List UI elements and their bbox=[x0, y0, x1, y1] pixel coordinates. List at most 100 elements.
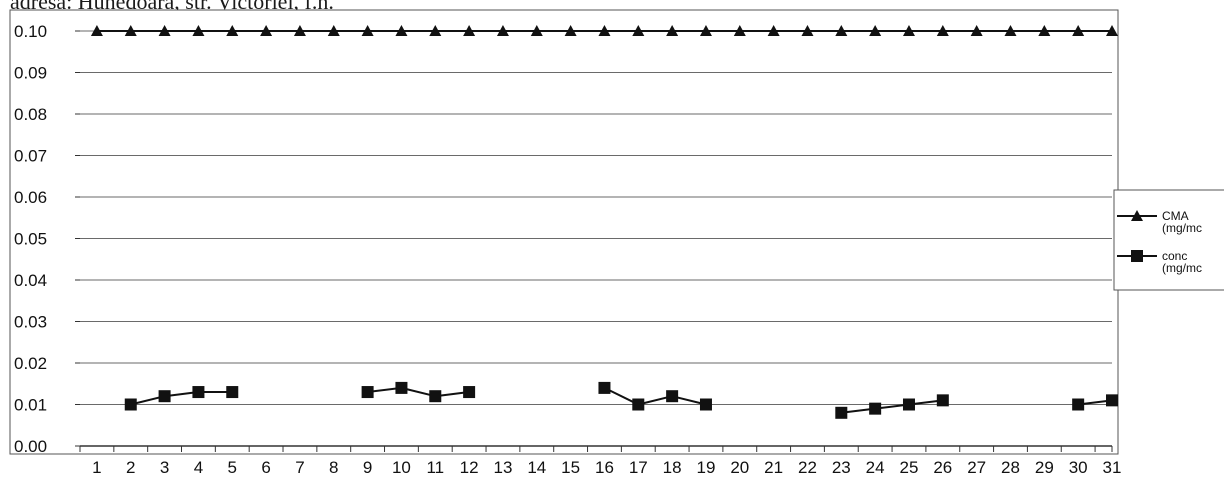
conc-point bbox=[632, 398, 645, 411]
x-tick-label: 25 bbox=[900, 458, 919, 477]
conc-point bbox=[226, 386, 239, 399]
cma-point bbox=[124, 25, 137, 36]
y-tick-label: 0.00 bbox=[14, 437, 47, 456]
conc-point bbox=[902, 398, 915, 411]
cma-point bbox=[1072, 25, 1085, 36]
x-tick-label: 9 bbox=[363, 458, 372, 477]
cma-point bbox=[530, 25, 543, 36]
conc-point bbox=[936, 394, 949, 407]
plot-area bbox=[9, 9, 1119, 455]
x-tick-label: 20 bbox=[730, 458, 749, 477]
cma-point bbox=[936, 25, 949, 36]
x-tick-label: 26 bbox=[933, 458, 952, 477]
x-tick-label: 5 bbox=[228, 458, 237, 477]
y-tick-label: 0.03 bbox=[14, 313, 47, 332]
y-axis: 0.00 0.01 0.02 0.03 0.04 0.05 0.06 0.07 0.08 0.09… bbox=[14, 22, 80, 456]
cma-point bbox=[260, 25, 273, 36]
cma-point bbox=[869, 25, 882, 36]
legend-cma-label: (mg/mc bbox=[1162, 221, 1202, 235]
cma-point bbox=[699, 25, 712, 36]
cma-point bbox=[158, 25, 171, 36]
cma-point bbox=[90, 25, 103, 36]
conc-point bbox=[192, 386, 205, 399]
x-tick-label: 7 bbox=[295, 458, 304, 477]
conc-point bbox=[124, 398, 137, 411]
x-tick-label: 28 bbox=[1001, 458, 1020, 477]
x-tick-label: 16 bbox=[595, 458, 614, 477]
x-tick-label: 11 bbox=[426, 458, 444, 477]
x-tick-label: 10 bbox=[392, 458, 411, 477]
x-tick-label: 14 bbox=[527, 458, 546, 477]
y-tick-label: 0.05 bbox=[14, 230, 47, 249]
y-tick-label: 0.04 bbox=[14, 271, 47, 290]
cma-point bbox=[598, 25, 611, 36]
legend-conc-label: (mg/mc bbox=[1162, 261, 1202, 275]
cma-point bbox=[361, 25, 374, 36]
legend-cma-label: CMA bbox=[1162, 209, 1189, 223]
y-tick-label: 0.08 bbox=[14, 105, 47, 124]
conc-point bbox=[1106, 394, 1118, 407]
y-tick-label: 0.02 bbox=[14, 354, 47, 373]
x-tick-label: 27 bbox=[967, 458, 986, 477]
cma-point bbox=[496, 25, 509, 36]
conc-point bbox=[361, 386, 374, 399]
cma-point bbox=[395, 25, 408, 36]
y-tick-label: 0.06 bbox=[14, 188, 47, 207]
legend-box bbox=[1113, 189, 1224, 291]
conc-point bbox=[598, 381, 611, 394]
cma-point bbox=[970, 25, 983, 36]
cma-point bbox=[835, 25, 848, 36]
y-tick-label: 0.01 bbox=[14, 396, 47, 415]
x-tick-label: 6 bbox=[261, 458, 270, 477]
x-tick-label: 31 bbox=[1103, 458, 1122, 477]
x-tick-label: 8 bbox=[329, 458, 338, 477]
x-tick-label: 4 bbox=[194, 458, 203, 477]
conc-point bbox=[395, 381, 408, 394]
x-tick-label: 2 bbox=[126, 458, 135, 477]
x-tick-label: 24 bbox=[866, 458, 885, 477]
x-tick-labels: 1 2 3 4 5 6 7 8 9 10 11 12 13 14 15 16 17 18 19 20 21 22 23 24 2… bbox=[92, 458, 1121, 477]
conc-point bbox=[835, 406, 848, 419]
conc-point bbox=[463, 386, 476, 399]
x-tick-label: 29 bbox=[1035, 458, 1054, 477]
conc-point bbox=[429, 390, 442, 403]
cma-point bbox=[801, 25, 814, 36]
conc-point bbox=[699, 398, 712, 411]
x-tick-label: 19 bbox=[697, 458, 716, 477]
cma-point bbox=[666, 25, 679, 36]
x-axis bbox=[79, 446, 1113, 452]
y-tick-label: 0.07 bbox=[14, 147, 47, 166]
cma-point bbox=[902, 25, 915, 36]
legend-conc-label: conc bbox=[1162, 249, 1187, 263]
conc-point bbox=[869, 402, 882, 415]
conc-point bbox=[158, 390, 171, 403]
x-tick-label: 21 bbox=[764, 458, 783, 477]
x-tick-label: 15 bbox=[561, 458, 580, 477]
cma-point bbox=[192, 25, 205, 36]
cma-point bbox=[226, 25, 239, 36]
cma-point bbox=[327, 25, 340, 36]
cma-point bbox=[564, 25, 577, 36]
x-tick-label: 30 bbox=[1069, 458, 1088, 477]
x-tick-label: 18 bbox=[663, 458, 682, 477]
cma-point bbox=[733, 25, 746, 36]
y-tick-label: 0.09 bbox=[14, 64, 47, 83]
cma-point bbox=[767, 25, 780, 36]
x-tick-label: 17 bbox=[629, 458, 648, 477]
x-tick-label: 22 bbox=[798, 458, 817, 477]
cma-point bbox=[293, 25, 306, 36]
legend-cma-marker bbox=[1131, 210, 1143, 221]
x-tick-label: 13 bbox=[493, 458, 512, 477]
series bbox=[90, 25, 1118, 419]
x-tick-label: 23 bbox=[832, 458, 851, 477]
x-tick-label: 1 bbox=[92, 458, 101, 477]
cma-point bbox=[1004, 25, 1017, 36]
cma-point bbox=[1038, 25, 1051, 36]
conc-point bbox=[666, 390, 679, 403]
conc-point bbox=[1072, 398, 1085, 411]
x-tick-label: 3 bbox=[160, 458, 169, 477]
cma-point bbox=[463, 25, 476, 36]
legend-conc-marker bbox=[1131, 250, 1143, 262]
